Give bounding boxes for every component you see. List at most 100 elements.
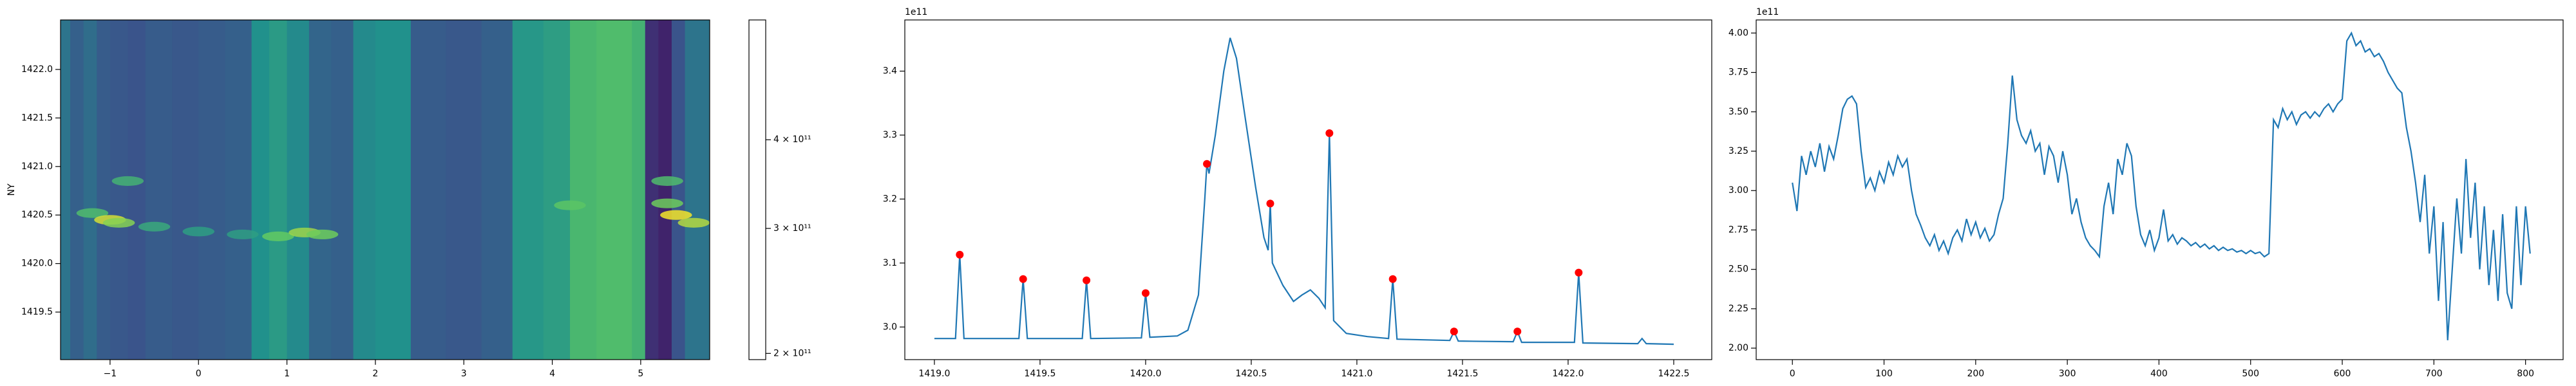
heatmap-cell — [481, 20, 513, 360]
y-tick-label: 3.2 — [883, 194, 897, 204]
x-tick-label: 1422.5 — [1658, 369, 1689, 379]
heatmap-cell — [353, 20, 376, 360]
ridge-spot — [262, 231, 294, 241]
heatmap-cell — [446, 20, 482, 360]
x-tick-label: 1420.5 — [1235, 369, 1267, 379]
x-tick-label: 800 — [2517, 369, 2534, 379]
ridge-spot — [306, 229, 339, 239]
peak-marker — [1141, 289, 1150, 297]
heatmap-cell — [658, 20, 672, 360]
heatmap-cell — [61, 20, 71, 360]
y-tick-label: 3.50 — [1728, 107, 1748, 117]
colorbar — [748, 19, 766, 360]
x-tick-label: 500 — [2242, 369, 2259, 379]
y-tick-label: 3.0 — [883, 322, 897, 332]
peak-marker — [1388, 275, 1397, 283]
x-tick-label: 700 — [2425, 369, 2443, 379]
y-tick-label: 1422.0 — [21, 64, 53, 75]
ridge-spot — [138, 221, 171, 232]
heatmap-cell — [109, 20, 128, 360]
heatmap-cell — [198, 20, 225, 360]
x-tick-label: 5 — [638, 369, 643, 379]
heatmap-cell — [543, 20, 571, 360]
ridge-spot — [677, 217, 710, 228]
ridge-spot — [182, 226, 214, 237]
y-tick-label: 1421.0 — [21, 161, 53, 172]
axes-frame — [1756, 19, 2564, 360]
heatmap-cell — [645, 20, 659, 360]
heatmap-cell — [128, 20, 146, 360]
ridge-spot — [651, 198, 683, 208]
peak-marker — [956, 250, 964, 259]
x-tick-label: 2 — [372, 369, 378, 379]
heatmap-cell — [596, 20, 632, 360]
x-tick-label: 300 — [2059, 369, 2076, 379]
colorbar-tick-label: 3 × 10¹¹ — [773, 223, 811, 234]
x-tick-label: 200 — [1967, 369, 1984, 379]
x-tick-label: 400 — [2150, 369, 2168, 379]
peak-marker — [1203, 160, 1211, 168]
heatmap-cell — [251, 20, 270, 360]
heatmap-cell — [410, 20, 447, 360]
heatmap-cell — [671, 20, 686, 360]
x-tick-label: 1420.0 — [1130, 369, 1161, 379]
y-tick-label: 4.00 — [1728, 28, 1748, 38]
y-tick-label: 2.00 — [1728, 343, 1748, 353]
heatmap-cell — [70, 20, 84, 360]
peak-marker — [1019, 275, 1027, 283]
peak-marker — [1513, 327, 1522, 336]
heatmap-cell — [570, 20, 597, 360]
peak-marker — [1575, 268, 1583, 277]
y-tick-label: 3.00 — [1728, 185, 1748, 196]
y-tick-label: 3.4 — [883, 66, 897, 77]
colorbar-tick-label: 4 × 10¹¹ — [773, 134, 811, 145]
heatmap-cell — [287, 20, 310, 360]
x-tick-label: 1421.0 — [1341, 369, 1372, 379]
heatmap-cell — [172, 20, 199, 360]
y-tick-label: 2.50 — [1728, 264, 1748, 275]
heatmap-cell — [685, 20, 710, 360]
plot-area — [934, 37, 1674, 345]
x-tick-label: 4 — [549, 369, 555, 379]
y-tick-label: 3.25 — [1728, 146, 1748, 156]
y-tick-label: 3.1 — [883, 258, 897, 268]
heatmap-cell — [83, 20, 97, 360]
y-tick-label: 1421.5 — [21, 113, 53, 123]
ridge-spot — [660, 210, 692, 220]
x-tick-label: 3 — [461, 369, 467, 379]
x-tick-label: 1419.5 — [1024, 369, 1056, 379]
x-tick-label: 600 — [2334, 369, 2351, 379]
ridge-spot — [76, 208, 109, 218]
x-tick-label: 1422.0 — [1552, 369, 1584, 379]
axes-frame — [904, 19, 1712, 360]
offset-text: 1e11 — [1756, 7, 1779, 17]
y-tick-label: 1420.5 — [21, 210, 53, 220]
peak-marker — [1083, 276, 1091, 284]
y-axis-label: NY — [6, 183, 17, 196]
heatmap-cell — [225, 20, 252, 360]
heatmap-cell — [269, 20, 288, 360]
y-tick-label: 2.25 — [1728, 304, 1748, 314]
heatmap-cell — [308, 20, 332, 360]
y-tick-label: 3.3 — [883, 130, 897, 140]
peak-marker — [1325, 129, 1334, 137]
x-tick-label: 1 — [284, 369, 290, 379]
peak-marker — [1266, 199, 1274, 208]
heatmap — [61, 20, 710, 360]
ridge-spot — [651, 176, 683, 186]
heatmap-cell — [632, 20, 646, 360]
y-tick-label: 2.75 — [1728, 225, 1748, 235]
y-tick-label: 3.75 — [1728, 68, 1748, 78]
x-tick-label: 1421.5 — [1446, 369, 1478, 379]
data-line — [1792, 31, 2531, 340]
ridge-spot — [111, 176, 144, 186]
heatmap-cell — [512, 20, 544, 360]
ridge-spot — [102, 217, 135, 228]
y-tick-label: 1419.5 — [21, 307, 53, 317]
data-line — [934, 37, 1674, 345]
x-tick-label: 1419.0 — [918, 369, 950, 379]
ridge-spot — [227, 229, 259, 239]
x-tick-label: 100 — [1875, 369, 1893, 379]
peak-marker — [1450, 327, 1458, 336]
